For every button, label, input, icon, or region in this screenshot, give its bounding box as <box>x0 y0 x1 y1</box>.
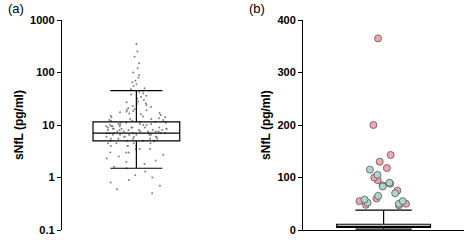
svg-text:10: 10 <box>42 119 54 131</box>
svg-text:0.1: 0.1 <box>39 224 54 236</box>
svg-text:sNfL (pg/ml): sNfL (pg/ml) <box>259 90 273 160</box>
svg-text:300: 300 <box>277 66 295 78</box>
svg-text:100: 100 <box>36 66 54 78</box>
svg-text:200: 200 <box>277 119 295 131</box>
svg-text:(a): (a) <box>8 1 24 16</box>
svg-text:0: 0 <box>290 224 296 236</box>
svg-text:(b): (b) <box>249 1 265 16</box>
svg-text:100: 100 <box>277 171 295 183</box>
svg-text:400: 400 <box>277 14 295 26</box>
svg-text:1000: 1000 <box>30 14 54 26</box>
svg-text:1: 1 <box>48 171 54 183</box>
svg-text:sNfL (pg/ml): sNfL (pg/ml) <box>12 90 26 160</box>
